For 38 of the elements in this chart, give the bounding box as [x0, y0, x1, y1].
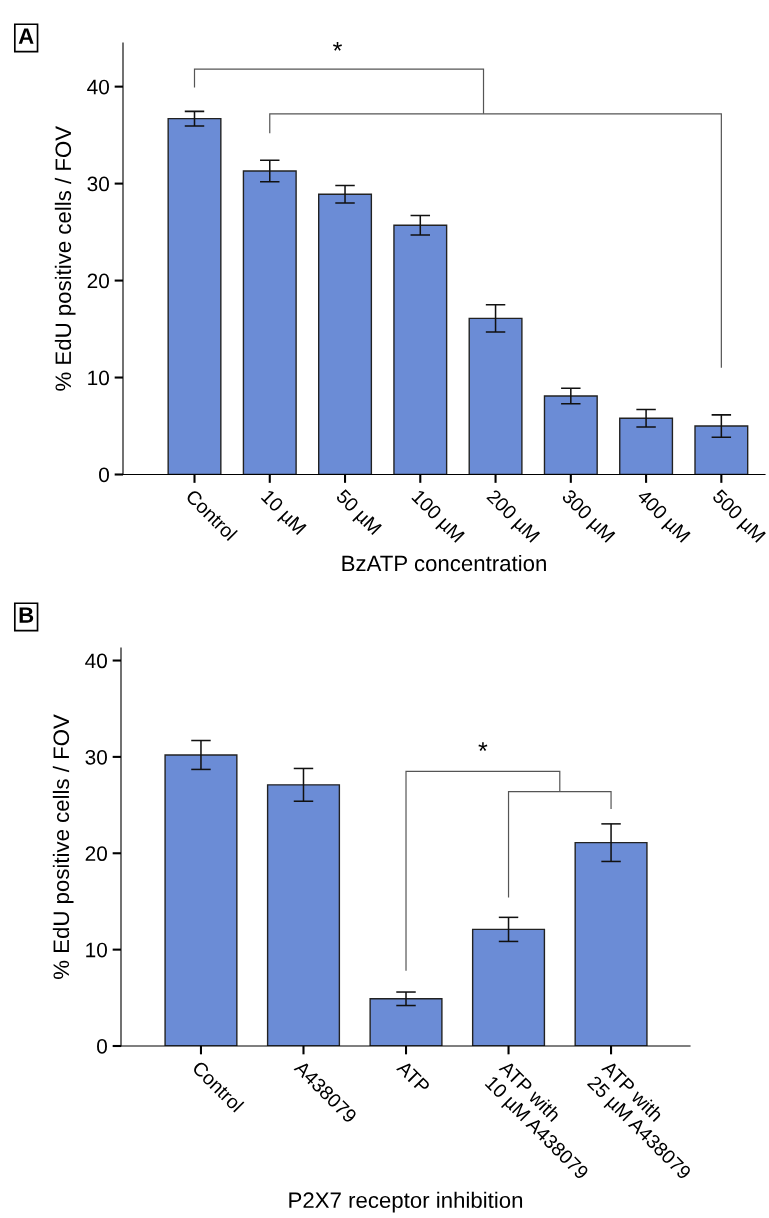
bar	[167, 117, 222, 475]
y-axis-title: % EdU positive cells / FOV	[54, 126, 76, 391]
bar	[242, 170, 297, 475]
chart-title: A	[18, 28, 34, 44]
bar	[619, 417, 674, 475]
bar	[694, 425, 749, 475]
annotation: *	[478, 742, 488, 751]
x-tick-label: 50 µM	[332, 488, 383, 538]
x-axis-title: P2X7 receptor inhibition	[289, 1191, 523, 1213]
bar	[543, 395, 598, 475]
x-tick-label: 100 µM	[408, 489, 465, 546]
annotation: *	[333, 41, 342, 51]
y-tick-label: 20	[87, 273, 109, 289]
bar	[164, 754, 238, 1046]
bar	[468, 317, 523, 475]
y-tick-label: 40	[87, 79, 109, 95]
x-tick-label: 500 µM	[709, 488, 766, 546]
x-tick-label: 400 µM	[633, 488, 691, 546]
bar	[471, 928, 546, 1046]
y-tick-label: 10	[88, 370, 109, 386]
y-tick-label: 30	[87, 176, 109, 192]
y-tick-label: 40	[85, 653, 107, 669]
y-tick-label: 20	[85, 846, 107, 862]
y-tick-label: 10	[86, 942, 107, 958]
x-tick-label: 200 µM	[483, 488, 541, 546]
y-tick-label: 30	[85, 749, 107, 765]
x-tick-label: 300 µM	[558, 488, 616, 546]
y-tick-label: 0	[97, 1039, 107, 1054]
x-tick-label: ATP	[396, 1059, 431, 1095]
bar	[317, 193, 373, 475]
bar	[369, 998, 443, 1046]
x-axis-title: BzATP concentration	[342, 554, 546, 572]
bar	[393, 224, 448, 475]
chart-title: B	[19, 607, 34, 623]
x-tick-label: 10 µM	[258, 489, 307, 538]
y-tick-label: 0	[99, 467, 109, 483]
y-axis-title: % EdU positive cells / FOV	[52, 714, 74, 979]
bar	[266, 784, 341, 1046]
